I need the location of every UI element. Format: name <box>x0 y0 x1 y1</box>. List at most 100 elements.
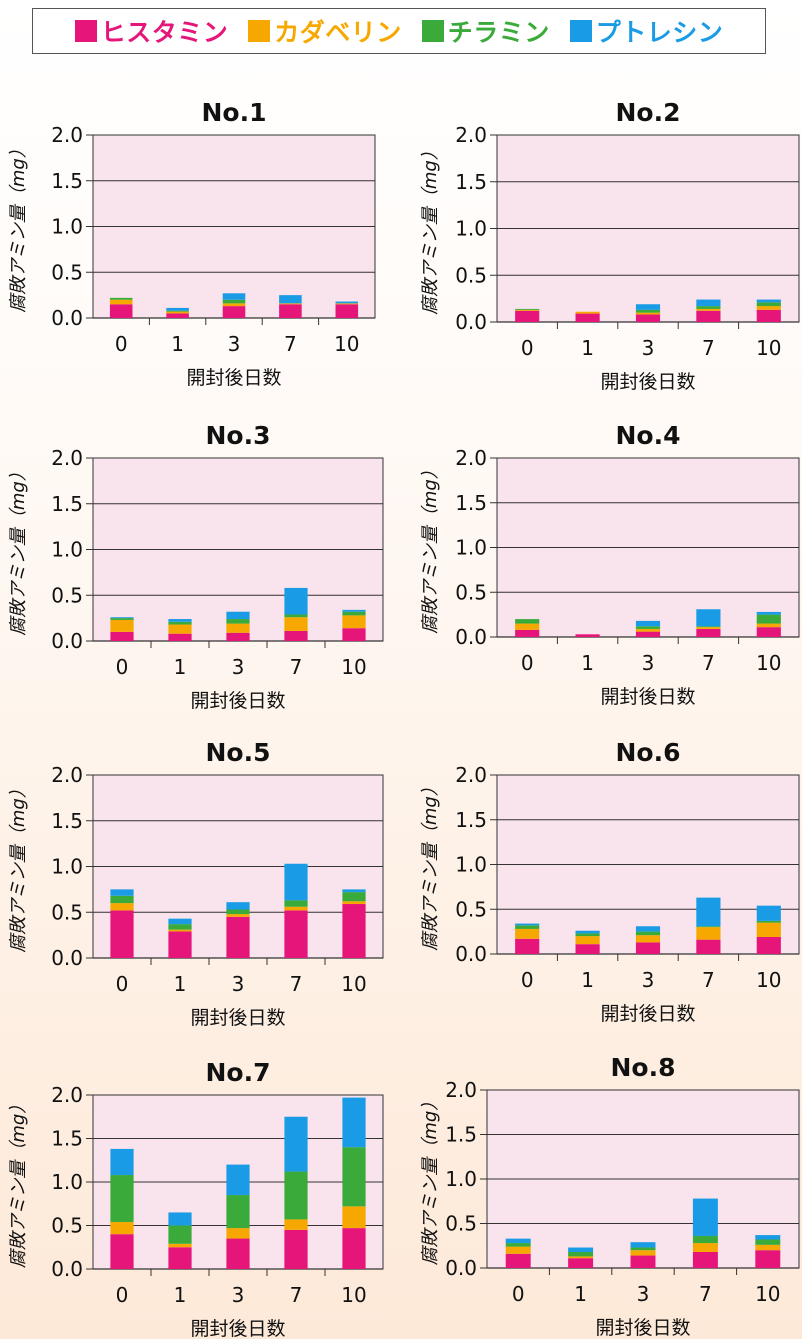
bar-segment <box>342 628 366 641</box>
bar-segment <box>226 1238 250 1269</box>
bar-segment <box>284 1219 308 1230</box>
bar-segment <box>515 310 540 322</box>
bar-segment <box>109 299 133 305</box>
x-tick-label: 3 <box>232 655 245 679</box>
x-tick-label: 1 <box>171 332 184 356</box>
x-tick-label: 7 <box>290 655 303 679</box>
y-tick-label: 1.0 <box>445 1167 477 1191</box>
x-tick-label: 1 <box>174 972 187 996</box>
x-axis-label: 開封後日数 <box>190 690 285 712</box>
bar-segment <box>696 926 721 928</box>
bar-segment <box>692 1251 718 1268</box>
y-tick-label: 2.0 <box>51 446 83 470</box>
bar-segment <box>335 304 359 318</box>
x-axis-label: 開封後日数 <box>190 1318 285 1339</box>
bar-segment <box>342 611 366 616</box>
bar-segment <box>505 1243 531 1247</box>
bar-segment <box>284 1116 308 1172</box>
bar-segment <box>505 1246 531 1254</box>
y-tick-label: 1.0 <box>455 853 487 877</box>
bar-segment <box>756 306 781 310</box>
chart-title: No.8 <box>611 1053 676 1082</box>
bar-segment <box>110 903 134 911</box>
chart-title: No.7 <box>206 1058 271 1087</box>
x-tick-label: 7 <box>699 1282 712 1306</box>
bar-segment <box>342 1147 366 1207</box>
y-tick-label: 1.5 <box>51 492 83 516</box>
bar-segment <box>696 308 721 311</box>
bar-segment <box>166 313 189 318</box>
bar-segment <box>226 611 250 620</box>
bar-segment <box>568 1251 594 1257</box>
legend-swatch <box>569 20 592 42</box>
bar-segment <box>635 942 661 954</box>
bar-segment <box>515 928 540 939</box>
y-axis-label: 腐敗アミン量（mg） <box>420 1093 441 1266</box>
x-axis-label: 開封後日数 <box>600 1003 695 1025</box>
bar-segment <box>222 299 246 304</box>
bar-segment <box>342 615 366 629</box>
y-tick-label: 0.5 <box>455 580 487 604</box>
legend-item-cadaverine: カダベリン <box>248 13 402 49</box>
x-tick-label: 1 <box>574 1282 587 1306</box>
y-tick-label: 0.5 <box>51 260 83 284</box>
y-tick-label: 1.0 <box>455 217 487 241</box>
legend-label: プトレシン <box>595 18 724 47</box>
x-tick-label: 1 <box>174 1283 187 1307</box>
bar-segment <box>755 1250 781 1268</box>
bar-segment <box>756 302 781 307</box>
bar-segment <box>575 933 600 937</box>
bar-segment <box>575 930 600 934</box>
y-tick-label: 1.5 <box>51 809 83 833</box>
bar-segment <box>168 1212 192 1226</box>
bar-segment <box>284 1171 308 1220</box>
bar-segment <box>692 1243 718 1252</box>
x-axis-label: 開封後日数 <box>600 371 695 393</box>
bar-segment <box>166 307 189 311</box>
bar-segment <box>222 306 246 318</box>
bar-segment <box>630 1247 656 1251</box>
bar-segment <box>109 297 133 300</box>
x-tick-label: 0 <box>521 968 534 992</box>
bar-segment <box>284 614 308 618</box>
bar-segment <box>168 1225 192 1244</box>
bar-segment <box>635 926 661 932</box>
y-tick-label: 1.0 <box>51 538 83 562</box>
y-tick-label: 0.5 <box>445 1212 477 1236</box>
bar-segment <box>342 889 366 893</box>
y-tick-label: 1.0 <box>51 215 83 239</box>
bar-segment <box>222 293 246 300</box>
bar-segment <box>342 901 366 905</box>
y-axis-label: 腐敗アミン量（mg） <box>420 461 441 634</box>
x-axis-label: 開封後日数 <box>595 1317 690 1339</box>
y-tick-label: 0.0 <box>51 306 83 330</box>
legend-item-histamine: ヒスタミン <box>74 13 229 49</box>
bar-segment <box>515 925 540 929</box>
bar-segment <box>166 311 189 314</box>
bar-segment <box>284 900 308 907</box>
bar-segment <box>342 1097 366 1148</box>
y-axis-label: 腐敗アミン量（mg） <box>420 142 441 315</box>
x-tick-label: 7 <box>284 332 297 356</box>
chart-title: No.2 <box>616 98 681 127</box>
bar-segment <box>575 936 600 945</box>
y-axis-label: 腐敗アミン量（mg） <box>8 463 29 636</box>
legend-label: チラミン <box>447 18 550 47</box>
bar-segment <box>696 939 721 954</box>
legend-swatch <box>74 20 97 42</box>
bar-segment <box>568 1258 594 1268</box>
legend-swatch <box>421 20 444 42</box>
x-tick-label: 3 <box>642 336 655 360</box>
bar-segment <box>696 626 721 628</box>
bar-segment <box>696 627 721 629</box>
bar-segment <box>515 308 540 310</box>
bar-segment <box>168 633 192 641</box>
bar-segment <box>692 1235 718 1244</box>
bar-segment <box>756 905 781 921</box>
y-axis-label: 腐敗アミン量（mg） <box>8 780 29 953</box>
